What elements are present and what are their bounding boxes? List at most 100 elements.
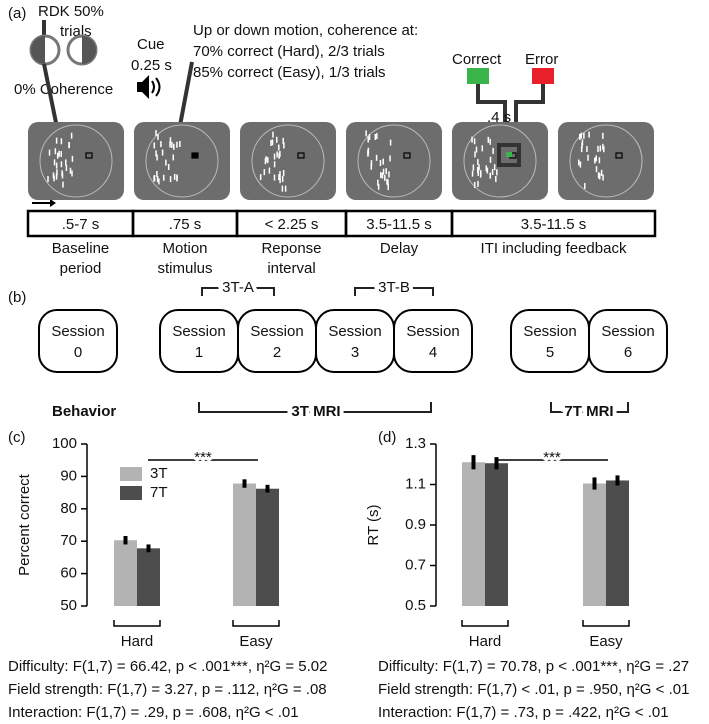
motion-label: 85% correct (Easy), 1/3 trials [193, 64, 386, 81]
screen [134, 122, 230, 200]
session-number: 6 [624, 344, 632, 361]
error-icon [532, 68, 554, 84]
fixation [191, 152, 199, 159]
delay-label: .4 s [487, 109, 511, 126]
timeline-duration: .75 s [169, 216, 202, 233]
phase-label: ITI including feedback [481, 240, 627, 257]
y-axis-label: Percent correct [16, 473, 33, 576]
stats-line: Interaction: F(1,7) = .73, p = .422, η²G… [378, 704, 669, 721]
bar [583, 483, 606, 606]
phase-label: period [60, 260, 102, 277]
session-box [393, 309, 473, 373]
stats-line: Interaction: F(1,7) = .29, p = .608, η²G… [8, 704, 299, 721]
stats-line: Field strength: F(1,7) < .01, p = .950, … [378, 681, 689, 698]
fixation [615, 152, 623, 159]
feedback-label: Error [525, 51, 558, 68]
y-tick-label: 70 [60, 532, 77, 549]
bar [137, 548, 160, 606]
feedback-label: Correct [452, 51, 502, 68]
feedback-box [497, 143, 521, 167]
bracket [198, 402, 629, 413]
y-tick-label: 90 [60, 467, 77, 484]
session-number: 2 [273, 344, 281, 361]
timeline-duration: .5-7 s [62, 216, 100, 233]
y-tick-label: 1.1 [405, 475, 426, 492]
legend-swatch [120, 486, 142, 500]
session-label: Session [328, 323, 381, 340]
bar [233, 483, 256, 606]
category-bracket [232, 620, 280, 627]
coherence-icon [82, 36, 96, 64]
phase-label: Reponse [261, 240, 321, 257]
panel-label: (b) [8, 289, 26, 306]
phase-label: stimulus [157, 260, 212, 277]
stats-line: Field strength: F(1,7) = 3.27, p = .112,… [8, 681, 327, 698]
correct-icon [467, 68, 489, 84]
bar [606, 480, 629, 606]
phase-label: Baseline [52, 240, 110, 257]
screen [28, 122, 124, 200]
bar [485, 463, 508, 606]
significance-label: *** [194, 449, 212, 466]
fixation [85, 152, 93, 159]
charts: (c) Percent correct 50 60 70 80 90 100 Hard Easy *… [8, 429, 689, 721]
speaker-icon [151, 77, 161, 97]
aperture [357, 124, 431, 198]
fixation [403, 152, 411, 159]
rdk-label: RDK 50% [38, 3, 104, 20]
y-axis-label: RT (s) [365, 504, 382, 545]
y-tick-label: 60 [60, 565, 77, 582]
motion-label: Up or down motion, coherence at: [193, 22, 418, 39]
aperture [463, 124, 537, 198]
phase-label: Delay [380, 240, 419, 257]
session-number: 3 [351, 344, 359, 361]
session-label: Session [523, 323, 576, 340]
session-label: Session [601, 323, 654, 340]
session-box [315, 309, 395, 373]
screen [346, 122, 442, 200]
time-arrow [50, 199, 56, 207]
y-tick-label: 50 [60, 597, 77, 614]
aperture [569, 124, 643, 198]
session-number: 0 [74, 344, 82, 361]
timeline-cell [450, 209, 657, 238]
group-label: 3T-A [222, 279, 254, 296]
aperture [251, 124, 325, 198]
session-label: Session [250, 323, 303, 340]
phase-label: Motion [162, 240, 207, 257]
timeline-duration: < 2.25 s [265, 216, 319, 233]
timeline-duration: 3.5-11.5 s [366, 216, 432, 233]
significance-label: *** [543, 449, 561, 466]
x-tick-label: Easy [239, 633, 273, 650]
x-tick-label: Hard [121, 633, 154, 650]
group-label: 3T-B [378, 279, 410, 296]
y-tick-label: 100 [52, 435, 77, 452]
feedback-cue [506, 152, 512, 157]
session-number: 1 [195, 344, 203, 361]
group-label: 7T MRI [564, 403, 613, 420]
session-box [159, 309, 239, 373]
cue-label: 0.25 s [131, 57, 172, 74]
category-bracket [461, 620, 509, 627]
legend-swatch [120, 467, 142, 481]
stats-line: Difficulty: F(1,7) = 70.78, p < .001***,… [378, 658, 689, 675]
session-number: 4 [429, 344, 437, 361]
y-tick-label: 0.9 [405, 516, 426, 533]
coherence-label: 0% Coherence [14, 81, 113, 98]
phase-label: interval [267, 260, 315, 277]
bar [462, 462, 485, 606]
session-box [38, 309, 118, 373]
screen [558, 122, 654, 200]
group-label: 3T MRI [291, 403, 340, 420]
stats-line: Difficulty: F(1,7) = 66.42, p < .001***,… [8, 658, 327, 675]
timeline-duration: 3.5-11.5 s [521, 216, 587, 233]
group-label: Behavior [52, 403, 116, 420]
y-tick-label: 0.7 [405, 556, 426, 573]
x-tick-label: Easy [589, 633, 623, 650]
session-label: Session [406, 323, 459, 340]
aperture [39, 124, 113, 198]
y-tick-label: 80 [60, 500, 77, 517]
panel-b: (b) 3T-A 3T-B Behavior 3T MRI 7T MRI Ses… [8, 275, 668, 424]
speaker-icon [137, 75, 149, 99]
